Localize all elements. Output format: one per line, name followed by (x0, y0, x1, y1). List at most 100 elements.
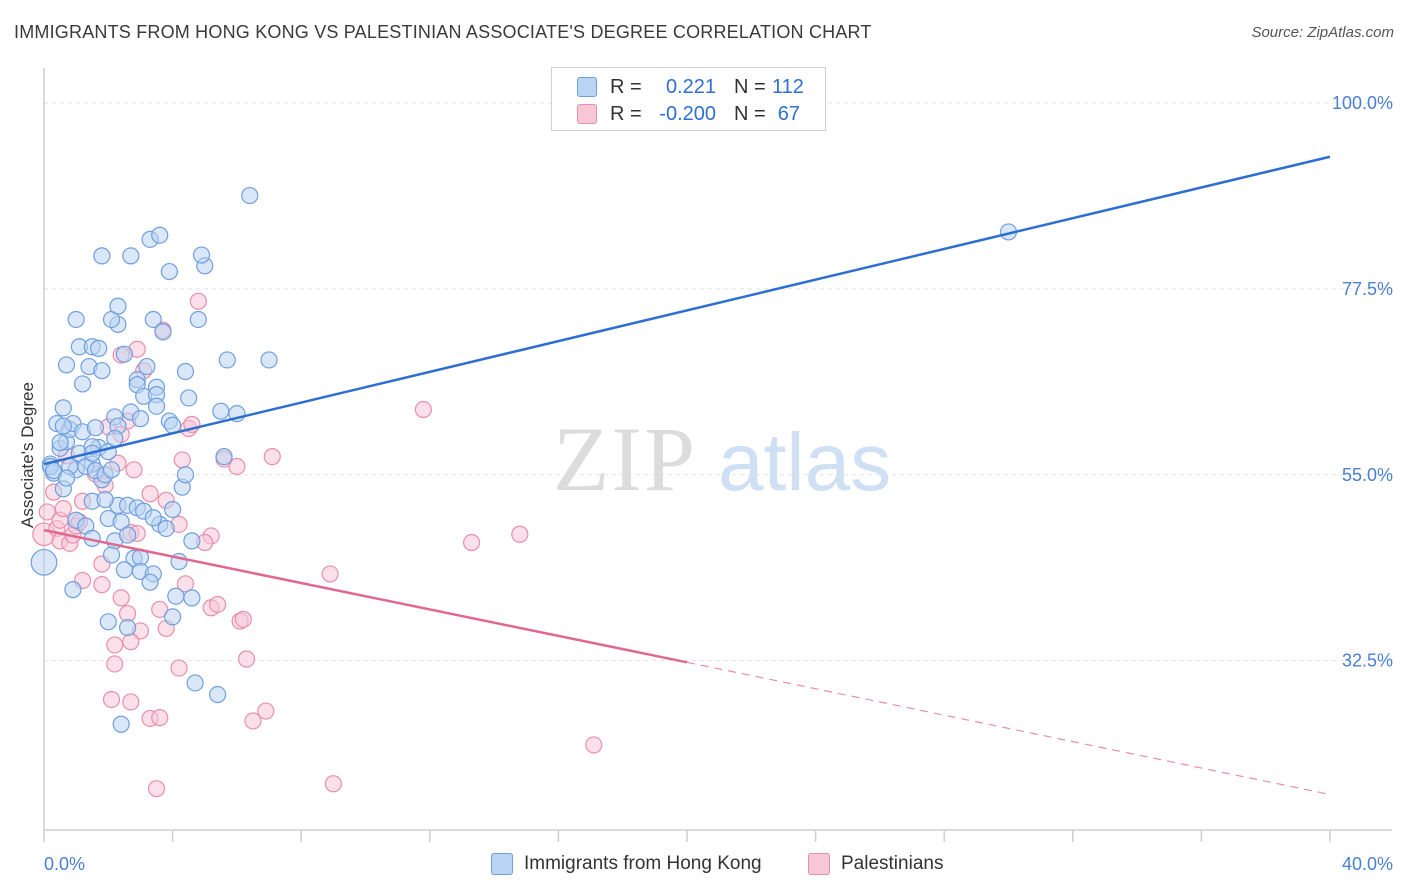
watermark-zip: ZIP (553, 408, 697, 510)
palestinian-point (141, 485, 159, 503)
hong-kong-point (176, 466, 195, 484)
palestinian-point (93, 576, 111, 594)
y-tick-label: 32.5% (1342, 651, 1393, 671)
y-tick-label: 100.0% (1332, 93, 1393, 113)
palestinian-point (173, 451, 191, 469)
hong-kong-point (57, 469, 76, 487)
hong-kong-point (164, 608, 182, 626)
hong-kong-point (96, 490, 114, 509)
legend-row-hong-kong: R = 0.221 N = 112 (552, 74, 825, 100)
hong-kong-point (176, 362, 195, 381)
y-axis-title: Associate's Degree (18, 382, 37, 528)
palestinian-point (511, 525, 529, 543)
hong-kong-point (57, 356, 76, 374)
hong-kong-point (160, 262, 178, 281)
hong-kong-point (138, 357, 156, 376)
hong-kong-point (115, 345, 133, 363)
hong-kong-point (183, 532, 201, 550)
bottom-legend-swatch-palestinians (808, 853, 830, 875)
axes (43, 68, 1392, 842)
palestinian-point (151, 709, 169, 727)
hong-kong-point (93, 247, 111, 265)
hong-kong-point (189, 310, 207, 329)
hong-kong-point (118, 526, 137, 544)
palestinian-point (122, 693, 140, 711)
y-tick-label: 55.0% (1342, 465, 1393, 485)
bottom-legend-hong-kong: Immigrants from Hong Kong (491, 852, 791, 876)
correlation-legend: R = 0.221 N = 112 R = -0.200 N = 67 (551, 67, 826, 131)
hong-kong-point (180, 389, 198, 407)
hong-kong-point (241, 186, 259, 205)
source-credit: Source: ZipAtlas.com (1251, 24, 1394, 41)
palestinian-point (170, 659, 188, 677)
bottom-legend-swatch-hong-kong (491, 853, 513, 875)
hong-kong-point (118, 619, 137, 637)
legend-n-label: N = (734, 103, 766, 125)
hong-kong-point (131, 410, 150, 428)
palestinian-trend-line-dashed (686, 661, 1331, 796)
bottom-legend-palestinians: Palestinians (808, 852, 1008, 876)
x-tick-label: 0.0% (44, 854, 85, 874)
hong-kong-point (99, 613, 117, 631)
palestinian-point (106, 636, 124, 654)
palestinian-point (147, 780, 166, 798)
y-tick-labels: 100.0% 77.5% 55.0% 32.5% (1332, 93, 1393, 671)
hong-kong-point (260, 351, 278, 369)
legend-swatch-palestinians (577, 104, 597, 124)
hong-kong-point (212, 402, 230, 420)
palestinian-point (234, 610, 252, 628)
bottom-legend-label-hong-kong: Immigrants from Hong Kong (524, 853, 762, 874)
palestinian-point (54, 500, 72, 518)
hong-kong-point (215, 448, 233, 466)
legend-r-value: -0.200 (659, 103, 716, 125)
hong-kong-point (218, 351, 236, 369)
hong-kong-trend-line-solid (43, 155, 1331, 466)
palestinian-trend-line-solid (43, 528, 688, 664)
hong-kong-point (90, 339, 108, 357)
legend-n-value: 67 (777, 103, 800, 125)
hong-kong-point (64, 581, 82, 599)
hong-kong-point (151, 226, 169, 244)
palestinian-point (176, 575, 195, 593)
hong-kong-point (102, 461, 121, 479)
palestinian-point (257, 702, 275, 720)
hong-kong-point (147, 397, 166, 415)
hong-kong-point (209, 685, 227, 704)
hong-kong-point (192, 246, 211, 264)
chart-title: IMMIGRANTS FROM HONG KONG VS PALESTINIAN… (14, 22, 872, 42)
hong-kong-point (112, 715, 130, 733)
hong-kong-point (186, 674, 204, 692)
legend-r-label: R = (610, 103, 642, 125)
y-tick-label: 77.5% (1342, 279, 1393, 299)
hong-kong-point (106, 429, 124, 448)
hong-kong-point (167, 587, 185, 605)
palestinian-point (585, 736, 603, 754)
hong-kong-point (141, 573, 159, 591)
legend-r-label: R = (610, 76, 642, 98)
hong-kong-point (73, 375, 92, 393)
legend-swatch-hong-kong (577, 77, 597, 97)
trend-lines (43, 155, 1331, 796)
legend-n-value: 112 (772, 76, 804, 98)
palestinian-point (38, 503, 56, 521)
x-tick-labels: 0.0% 40.0% (44, 854, 1393, 874)
gridlines (44, 102, 1392, 662)
palestinian-point (228, 457, 246, 476)
bottom-legend-label-palestinians: Palestinians (841, 853, 944, 874)
hong-kong-point (30, 548, 58, 576)
hong-kong-point (102, 546, 121, 564)
hong-kong-point (51, 433, 69, 452)
palestinian-point (122, 633, 140, 651)
hong-kong-point (109, 297, 127, 315)
palestinian-point (151, 600, 169, 619)
palestinian-point (112, 589, 130, 607)
palestinian-point (414, 400, 432, 419)
palestinian-point (244, 712, 262, 730)
palestinian-point (189, 292, 207, 310)
legend-row-palestinians: R = -0.200 N = 67 (552, 101, 825, 127)
x-tick-label: 40.0% (1342, 854, 1393, 874)
hong-kong-point (164, 500, 182, 519)
palestinian-point (209, 595, 227, 614)
hong-kong-point (115, 561, 133, 579)
